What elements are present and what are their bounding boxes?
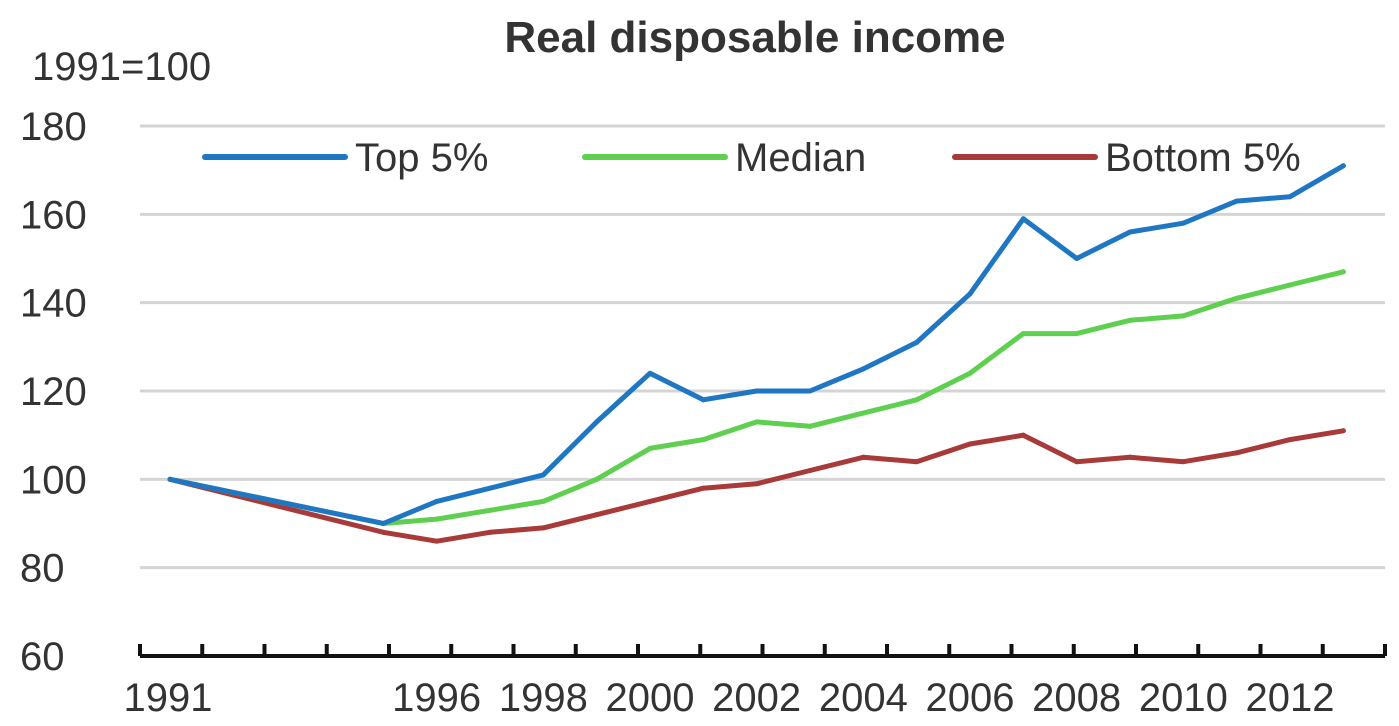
data-point xyxy=(967,370,973,376)
data-point xyxy=(594,419,600,425)
data-point xyxy=(1180,313,1186,319)
x-tick-label: 2012 xyxy=(1246,676,1335,720)
data-point xyxy=(700,485,706,491)
data-point xyxy=(647,370,653,376)
series-lines xyxy=(167,163,1346,544)
data-point xyxy=(647,445,653,451)
y-tick-label: 60 xyxy=(20,635,65,679)
data-point xyxy=(1127,317,1133,323)
data-point xyxy=(1340,163,1346,169)
data-point xyxy=(1127,229,1133,235)
y-tick-label: 140 xyxy=(20,282,87,326)
data-point xyxy=(1234,198,1240,204)
data-point xyxy=(1287,194,1293,200)
data-point xyxy=(594,476,600,482)
data-point xyxy=(167,476,173,482)
data-point xyxy=(434,538,440,544)
data-point xyxy=(1074,459,1080,465)
data-point xyxy=(1340,269,1346,275)
data-point xyxy=(1287,437,1293,443)
chart-title: Real disposable income xyxy=(504,13,1005,62)
y-tick-label: 80 xyxy=(20,547,65,591)
data-point xyxy=(860,454,866,460)
data-point xyxy=(1074,256,1080,261)
data-point xyxy=(1340,428,1346,434)
data-point xyxy=(807,388,813,394)
data-point xyxy=(754,388,760,394)
y-tick-label: 120 xyxy=(20,370,87,414)
data-point xyxy=(1234,295,1240,301)
data-point xyxy=(434,516,440,522)
legend: Top 5% Median Bottom 5% xyxy=(202,136,1301,180)
y-tick-label: 160 xyxy=(20,193,87,237)
data-point xyxy=(540,472,546,478)
data-point xyxy=(914,397,920,403)
x-tick-label: 2010 xyxy=(1139,676,1228,720)
data-point xyxy=(860,410,866,416)
x-tick-label: 2008 xyxy=(1032,676,1121,720)
data-point xyxy=(967,291,973,297)
data-point xyxy=(594,512,600,518)
y-tick-label: 100 xyxy=(20,458,87,502)
data-point xyxy=(380,529,386,535)
data-point xyxy=(807,468,813,473)
data-point xyxy=(647,498,653,504)
data-point xyxy=(967,441,973,447)
gridlines xyxy=(140,124,1385,570)
data-point xyxy=(1287,282,1293,288)
x-tick-label: 1996 xyxy=(392,676,481,720)
data-point xyxy=(807,423,813,429)
x-tick-label: 2002 xyxy=(712,676,801,720)
data-point xyxy=(1020,216,1026,222)
unit-label: 1991=100 xyxy=(32,45,211,89)
legend-label: Bottom 5% xyxy=(1105,136,1301,180)
x-tick-label: 2000 xyxy=(606,676,695,720)
data-point xyxy=(380,521,386,526)
y-tick-label: 180 xyxy=(20,105,87,149)
data-point xyxy=(1074,331,1080,337)
x-tick-label: 1991 xyxy=(124,676,213,720)
legend-label: Median xyxy=(735,136,866,180)
data-point xyxy=(487,485,493,491)
data-point xyxy=(487,529,493,535)
data-point xyxy=(434,498,440,504)
data-point xyxy=(860,366,866,372)
x-tick-label: 1998 xyxy=(499,676,588,720)
series-line-bottom-5 xyxy=(167,428,1346,544)
series-line-top-5 xyxy=(167,163,1346,526)
x-tick-label: 2004 xyxy=(819,676,908,720)
x-axis-ticks: 1991 1996 1998 2000 2002 2004 2006 2008 2010 2012 xyxy=(124,644,1387,720)
data-point xyxy=(487,507,493,513)
data-point xyxy=(1180,459,1186,465)
series-line-median xyxy=(167,269,1346,526)
data-point xyxy=(540,498,546,504)
data-point xyxy=(1020,331,1026,337)
data-point xyxy=(914,459,920,465)
data-point xyxy=(754,419,760,425)
data-point xyxy=(754,481,760,487)
y-axis-ticks: 60 80 100 120 140 160 180 xyxy=(20,105,87,679)
x-tick-label: 2006 xyxy=(926,676,1015,720)
data-point xyxy=(914,339,920,345)
data-point xyxy=(1020,432,1026,438)
data-point xyxy=(700,397,706,403)
data-point xyxy=(540,525,546,531)
data-point xyxy=(1180,220,1186,226)
data-point xyxy=(1234,450,1240,456)
data-point xyxy=(700,437,706,443)
legend-label: Top 5% xyxy=(355,136,488,180)
data-point xyxy=(1127,454,1133,460)
